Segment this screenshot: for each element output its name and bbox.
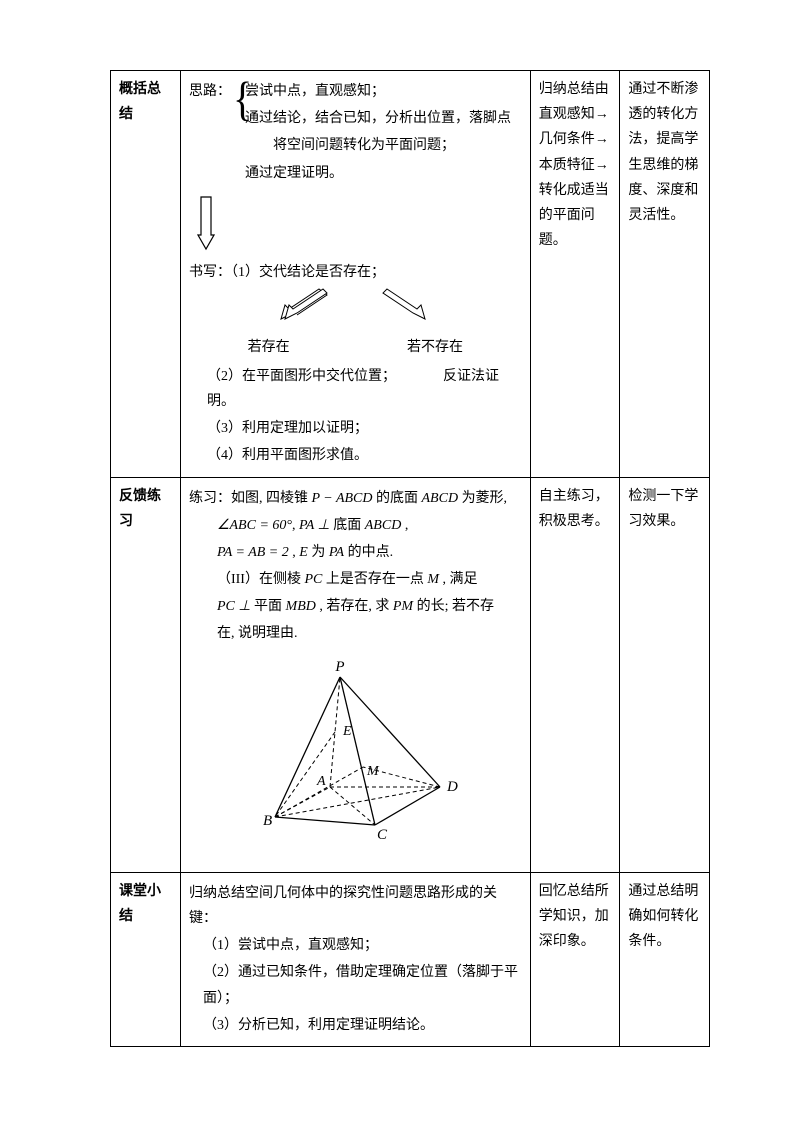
- text: （2）通过已知条件，借助定理确定位置（落脚于平面）；: [189, 960, 522, 1010]
- text: （III）在侧棱: [217, 572, 305, 587]
- math: P − ABCD: [311, 491, 372, 506]
- text: （3）利用定理加以证明；: [189, 416, 522, 441]
- svg-text:P: P: [335, 659, 345, 675]
- row-activity: 自主练习，积极思考。: [530, 477, 620, 872]
- math: PC: [304, 572, 322, 587]
- row-purpose: 通过不断渗透的转化方法，提高学生思维的梯度、深度和灵活性。: [620, 71, 710, 478]
- text: （3）分析已知，利用定理证明结论。: [189, 1013, 522, 1038]
- text: 在, 说明理由.: [189, 621, 522, 646]
- math: PA: [329, 545, 344, 560]
- pyramid-diagram: P E A M D B C: [189, 657, 522, 856]
- text: ,: [401, 518, 408, 533]
- text: （4）利用平面图形求值。: [189, 443, 522, 468]
- svg-text:M: M: [366, 764, 380, 779]
- svg-text:A: A: [316, 774, 326, 789]
- text: 的长; 若不存: [413, 599, 494, 614]
- text: 书写：（1）交代结论是否存在；: [189, 260, 522, 285]
- text: 若不存在: [407, 335, 463, 360]
- math: MBD: [286, 599, 316, 614]
- arrow-down-icon: [197, 195, 215, 253]
- text: （2）在平面图形中交代位置；: [207, 369, 396, 384]
- arrow-down-left-icon: [279, 287, 335, 330]
- text: ,: [292, 518, 299, 533]
- svg-text:B: B: [263, 813, 272, 829]
- table-row: 概括总结 思路： { 尝试中点，直观感知； 通过结论，结合已知，分析出位置，落脚…: [111, 71, 710, 478]
- text: 底面: [333, 518, 365, 533]
- math: PC ⊥: [217, 599, 254, 614]
- text: 尝试中点，直观感知；: [245, 79, 522, 104]
- math: M: [427, 572, 439, 587]
- row-activity: 回忆总结所学知识，加深印象。: [530, 872, 620, 1046]
- math: PA ⊥: [299, 518, 333, 533]
- text: 思路：: [189, 79, 231, 104]
- text: 上是否存在一点: [322, 572, 427, 587]
- table-row: 课堂小结 归纳总结空间几何体中的探究性问题思路形成的关键： （1）尝试中点，直观…: [111, 872, 710, 1046]
- text: （1）尝试中点，直观感知；: [189, 933, 522, 958]
- lesson-table: 概括总结 思路： { 尝试中点，直观感知； 通过结论，结合已知，分析出位置，落脚…: [110, 70, 710, 1047]
- text: 归纳总结空间几何体中的探究性问题思路形成的关键：: [189, 881, 522, 931]
- text: 的底面: [373, 491, 422, 506]
- math: ABCD: [365, 518, 402, 533]
- row-content: 归纳总结空间几何体中的探究性问题思路形成的关键： （1）尝试中点，直观感知； （…: [180, 872, 530, 1046]
- brace-icon: {: [233, 75, 252, 123]
- text: 为: [308, 545, 329, 560]
- row-label: 反馈练习: [111, 477, 181, 872]
- row-activity: 归纳总结由直观感知→几何条件→本质特征→转化成适当的平面问题。: [530, 71, 620, 478]
- text: 为菱形,: [458, 491, 507, 506]
- text: 通过结论，结合已知，分析出位置，落脚点: [245, 106, 522, 131]
- text: ,: [289, 545, 300, 560]
- text: 的中点.: [344, 545, 393, 560]
- math: ABCD: [422, 491, 459, 506]
- text: 通过定理证明。: [245, 161, 522, 186]
- math: ∠ABC = 60°: [217, 518, 292, 533]
- math: E: [299, 545, 308, 560]
- math: PA = AB = 2: [217, 545, 289, 560]
- row-purpose: 检测一下学习效果。: [620, 477, 710, 872]
- svg-text:D: D: [446, 779, 458, 795]
- row-label: 课堂小结: [111, 872, 181, 1046]
- svg-text:C: C: [377, 827, 388, 843]
- svg-text:E: E: [342, 724, 352, 739]
- text: 将空间问题转化为平面问题；: [245, 133, 522, 158]
- text: 练习：如图, 四棱锥: [189, 491, 312, 506]
- table-row: 反馈练习 练习：如图, 四棱锥 P − ABCD 的底面 ABCD 为菱形, ∠…: [111, 477, 710, 872]
- row-content: 练习：如图, 四棱锥 P − ABCD 的底面 ABCD 为菱形, ∠ABC =…: [180, 477, 530, 872]
- text: , 若存在, 求: [316, 599, 393, 614]
- text: , 满足: [439, 572, 478, 587]
- arrow-down-right-icon: [375, 287, 431, 330]
- row-content: 思路： { 尝试中点，直观感知； 通过结论，结合已知，分析出位置，落脚点 将空间…: [180, 71, 530, 478]
- row-label: 概括总结: [111, 71, 181, 478]
- math: PM: [393, 599, 413, 614]
- text: 平面: [254, 599, 286, 614]
- text: 若存在: [248, 335, 290, 360]
- row-purpose: 通过总结明确如何转化条件。: [620, 872, 710, 1046]
